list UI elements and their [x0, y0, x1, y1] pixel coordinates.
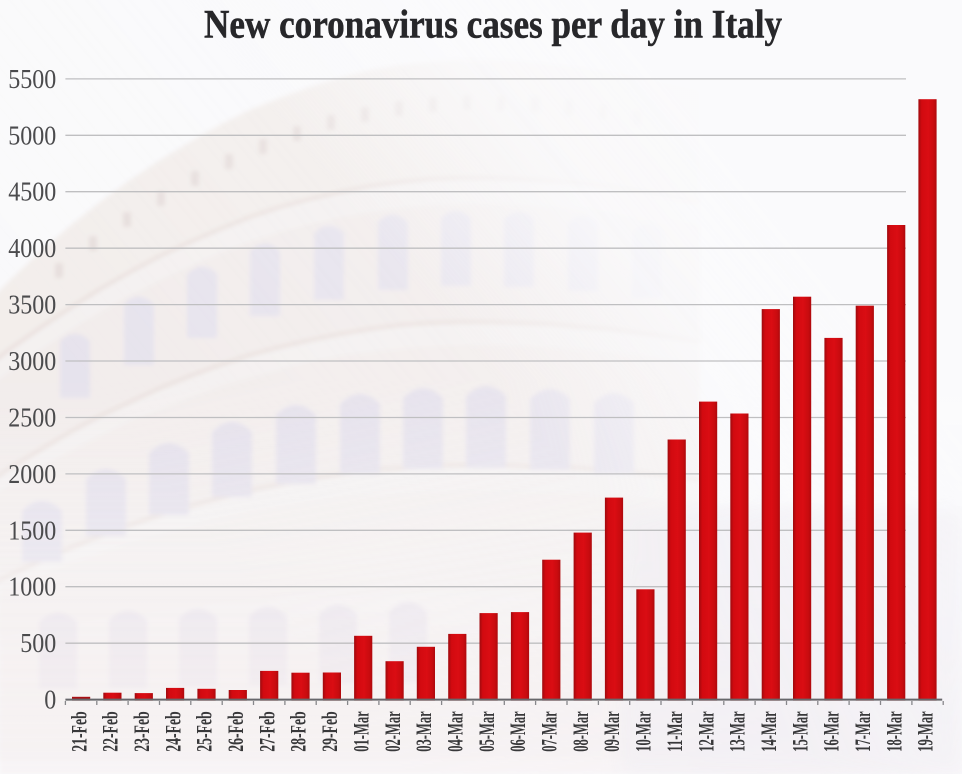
svg-text:2000: 2000 [8, 459, 56, 489]
svg-text:5500: 5500 [8, 64, 56, 94]
svg-text:25-Feb: 25-Feb [192, 711, 217, 752]
svg-text:19-Mar: 19-Mar [913, 711, 938, 752]
svg-text:21-Feb: 21-Feb [66, 711, 91, 752]
svg-text:New coronavirus cases per day: New coronavirus cases per day in Italy [204, 2, 782, 47]
svg-text:10-Mar: 10-Mar [631, 711, 656, 752]
svg-text:3500: 3500 [8, 290, 56, 320]
svg-text:26-Feb: 26-Feb [223, 711, 248, 752]
svg-text:11-Mar: 11-Mar [662, 711, 687, 752]
svg-text:4000: 4000 [8, 233, 56, 263]
svg-text:500: 500 [20, 628, 56, 658]
svg-text:05-Mar: 05-Mar [474, 711, 499, 752]
svg-text:22-Feb: 22-Feb [98, 711, 123, 752]
svg-text:2500: 2500 [8, 403, 56, 433]
svg-text:28-Feb: 28-Feb [286, 711, 311, 752]
svg-text:09-Mar: 09-Mar [599, 711, 624, 752]
svg-text:01-Mar: 01-Mar [348, 711, 373, 752]
svg-text:1500: 1500 [8, 515, 56, 545]
svg-text:5000: 5000 [8, 120, 56, 150]
svg-text:3000: 3000 [8, 346, 56, 376]
svg-text:03-Mar: 03-Mar [411, 711, 436, 752]
svg-text:18-Mar: 18-Mar [881, 711, 906, 752]
svg-text:1000: 1000 [8, 572, 56, 602]
svg-text:13-Mar: 13-Mar [725, 711, 750, 752]
svg-text:17-Mar: 17-Mar [850, 711, 875, 752]
svg-text:02-Mar: 02-Mar [380, 711, 405, 752]
svg-text:0: 0 [44, 685, 56, 715]
svg-text:23-Feb: 23-Feb [129, 711, 154, 752]
svg-text:07-Mar: 07-Mar [537, 711, 562, 752]
svg-text:14-Mar: 14-Mar [756, 711, 781, 752]
svg-text:15-Mar: 15-Mar [787, 711, 812, 752]
svg-text:29-Feb: 29-Feb [317, 711, 342, 752]
svg-text:27-Feb: 27-Feb [254, 711, 279, 752]
svg-text:06-Mar: 06-Mar [505, 711, 530, 752]
svg-text:08-Mar: 08-Mar [568, 711, 593, 752]
svg-text:24-Feb: 24-Feb [160, 711, 185, 752]
svg-text:4500: 4500 [8, 177, 56, 207]
svg-text:04-Mar: 04-Mar [443, 711, 468, 752]
svg-text:16-Mar: 16-Mar [819, 711, 844, 752]
svg-text:12-Mar: 12-Mar [693, 711, 718, 752]
